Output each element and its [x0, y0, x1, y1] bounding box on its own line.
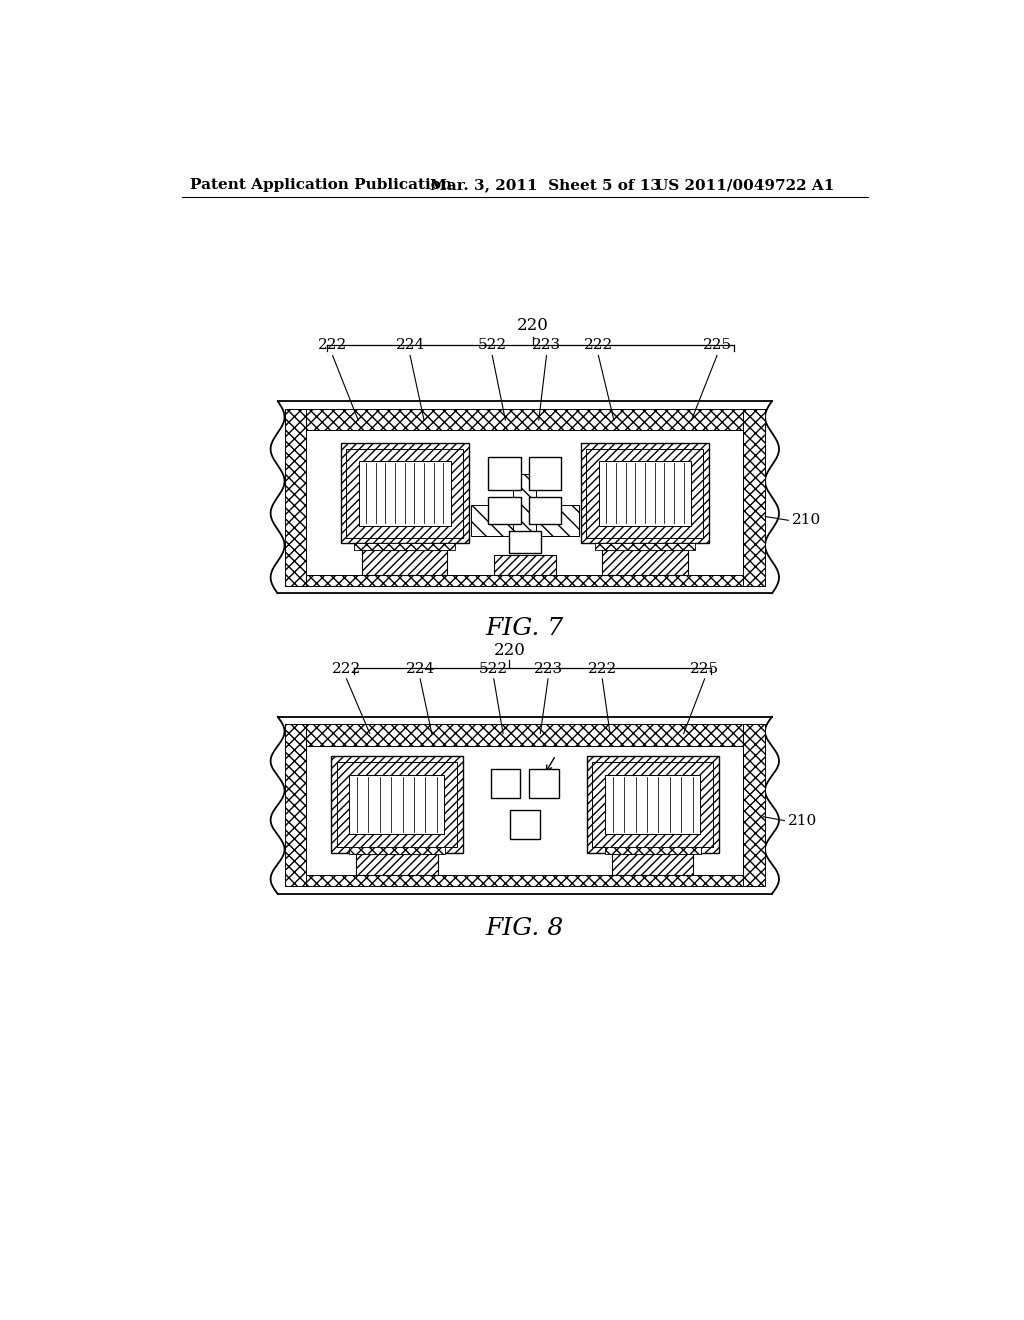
- Text: 223: 223: [531, 338, 561, 352]
- Text: 210: 210: [788, 813, 817, 828]
- Text: 224: 224: [395, 338, 425, 352]
- Bar: [349, 847, 445, 854]
- Bar: [587, 756, 719, 853]
- Text: 225: 225: [690, 661, 719, 676]
- Bar: [488, 496, 521, 524]
- Text: FIG. 7: FIG. 7: [485, 616, 564, 640]
- Text: 220: 220: [517, 317, 549, 334]
- Bar: [490, 770, 520, 799]
- Bar: [592, 762, 713, 847]
- Bar: [285, 725, 306, 886]
- Bar: [285, 875, 765, 886]
- Bar: [510, 810, 540, 840]
- Text: 220: 220: [494, 642, 525, 659]
- Bar: [341, 444, 469, 544]
- Bar: [513, 474, 537, 536]
- Bar: [285, 576, 765, 586]
- Bar: [346, 449, 463, 539]
- Bar: [337, 762, 458, 847]
- Text: FIG. 8: FIG. 8: [485, 917, 564, 940]
- Bar: [587, 449, 703, 539]
- Bar: [285, 409, 306, 586]
- Bar: [354, 543, 455, 550]
- Bar: [604, 847, 700, 854]
- Bar: [285, 725, 765, 886]
- Bar: [362, 550, 447, 576]
- Text: 222: 222: [584, 338, 613, 352]
- Text: Patent Application Publication: Patent Application Publication: [190, 178, 452, 193]
- Bar: [471, 506, 579, 536]
- Text: Mar. 3, 2011  Sheet 5 of 13: Mar. 3, 2011 Sheet 5 of 13: [430, 178, 662, 193]
- Bar: [285, 725, 765, 746]
- Bar: [488, 457, 521, 490]
- Bar: [602, 550, 687, 576]
- Text: 222: 222: [588, 661, 616, 676]
- Text: 222: 222: [318, 338, 347, 352]
- Bar: [509, 531, 541, 553]
- Bar: [599, 461, 691, 525]
- Bar: [581, 444, 709, 544]
- Bar: [743, 409, 765, 586]
- Bar: [331, 756, 463, 853]
- Bar: [528, 496, 561, 524]
- Bar: [285, 409, 765, 430]
- Text: 225: 225: [702, 338, 731, 352]
- Text: 522: 522: [477, 338, 507, 352]
- Bar: [349, 775, 444, 834]
- Bar: [529, 770, 559, 799]
- Bar: [358, 461, 451, 525]
- Text: 224: 224: [406, 661, 435, 676]
- Bar: [356, 854, 437, 875]
- Text: 522: 522: [479, 661, 508, 676]
- Bar: [494, 556, 556, 576]
- Bar: [743, 725, 765, 886]
- Bar: [528, 457, 561, 490]
- Bar: [612, 854, 693, 875]
- Text: 222: 222: [332, 661, 361, 676]
- Bar: [285, 409, 765, 586]
- Text: US 2011/0049722 A1: US 2011/0049722 A1: [655, 178, 835, 193]
- Bar: [595, 543, 695, 550]
- Bar: [605, 775, 700, 834]
- Text: 223: 223: [534, 661, 562, 676]
- Text: 210: 210: [793, 513, 821, 527]
